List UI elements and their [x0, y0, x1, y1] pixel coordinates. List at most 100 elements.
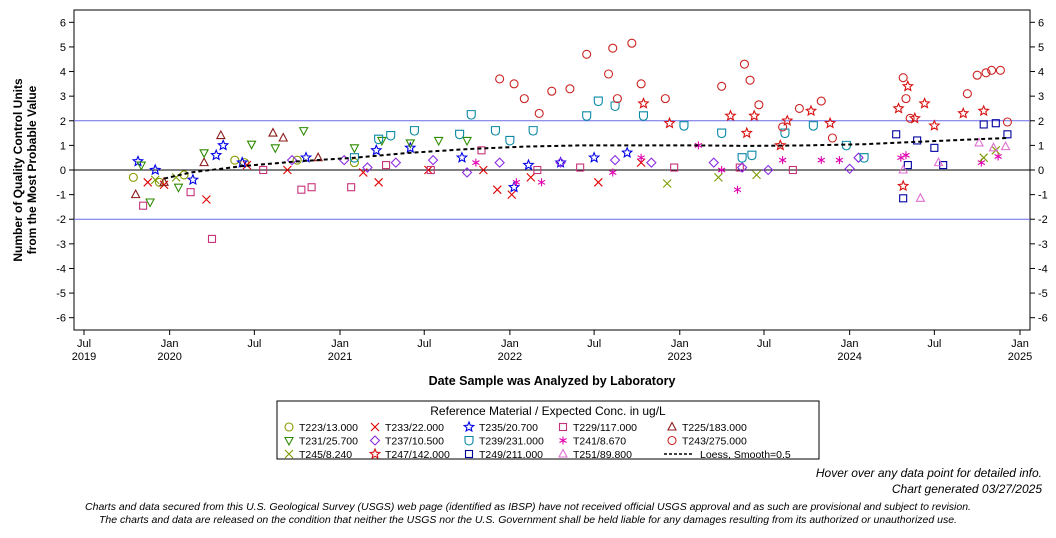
- data-point: [892, 102, 905, 114]
- data-point: [670, 163, 679, 172]
- data-point: [582, 49, 592, 59]
- data-point: [724, 109, 737, 122]
- y-tick-label-right: -1: [1038, 190, 1048, 202]
- data-point: [582, 111, 592, 121]
- data-point: [199, 156, 210, 167]
- data-point: [898, 164, 909, 174]
- data-point: [991, 119, 1000, 128]
- data-point: [382, 161, 391, 170]
- x-tick-year-label: 2019: [72, 351, 96, 363]
- data-point: [745, 75, 755, 85]
- data-point: [1002, 117, 1012, 127]
- data-point: [609, 154, 621, 166]
- data-point: [462, 136, 472, 147]
- data-point: [186, 173, 200, 186]
- data-point: [455, 151, 469, 163]
- data-point: [143, 177, 153, 187]
- data-point: [762, 164, 774, 176]
- data-point: [522, 158, 535, 171]
- y-tick-label-right: -3: [1038, 239, 1048, 251]
- y-tick-label-right: -6: [1038, 313, 1048, 325]
- data-point: [717, 128, 727, 139]
- legend-label: T231/25.700: [299, 436, 358, 448]
- data-point: [988, 142, 999, 152]
- data-point: [154, 177, 164, 187]
- y-tick-label: 2: [60, 116, 66, 128]
- data-point: [637, 153, 645, 162]
- data-point: [604, 69, 614, 79]
- data-point: [662, 179, 672, 188]
- data-point: [794, 103, 804, 114]
- y-tick-label: -5: [56, 288, 66, 300]
- data-point: [733, 185, 742, 194]
- data-point: [404, 141, 417, 154]
- y-axis-label: from the Most Probable Value: [25, 85, 39, 254]
- disclaimer-line-1: Charts and data secured from this U.S. G…: [85, 501, 971, 513]
- y-tick-label: 1: [60, 140, 66, 152]
- data-point: [892, 130, 901, 139]
- data-point: [236, 156, 249, 168]
- legend-label: T243/275.000: [682, 436, 747, 448]
- data-point: [338, 154, 350, 166]
- data-point: [844, 163, 855, 175]
- data-point: [899, 194, 908, 203]
- data-point: [804, 104, 818, 117]
- y-tick-label-right: 0: [1038, 165, 1044, 177]
- trend-line: [163, 137, 1008, 180]
- legend-label: T223/13.000: [299, 422, 358, 434]
- data-point: [747, 150, 757, 161]
- legend-marker: [559, 436, 567, 445]
- data-point: [136, 161, 147, 171]
- data-point: [526, 172, 536, 182]
- data-point: [778, 156, 787, 165]
- data-point: [740, 126, 753, 139]
- legend-label: T233/22.000: [385, 422, 444, 434]
- data-point: [827, 133, 837, 143]
- data-point: [576, 163, 585, 172]
- x-tick-label: Jan: [841, 338, 859, 350]
- y-tick-label: -6: [56, 313, 66, 325]
- data-point: [534, 108, 544, 118]
- data-point: [376, 136, 387, 147]
- data-point: [913, 136, 922, 145]
- legend-label: T239/231.000: [479, 436, 544, 448]
- data-point: [555, 157, 566, 168]
- legend-label: Loess, Smooth=0.5: [700, 449, 791, 461]
- data-point: [636, 158, 646, 168]
- data-point: [979, 153, 989, 163]
- data-point: [897, 179, 910, 192]
- x-tick-label: Jan: [161, 338, 179, 350]
- data-point: [816, 96, 826, 106]
- data-point: [217, 138, 230, 151]
- data-point: [507, 190, 517, 200]
- data-point: [593, 96, 603, 107]
- y-tick-label-right: 2: [1038, 116, 1044, 128]
- legend-label: T229/117.000: [573, 422, 637, 434]
- data-point: [494, 157, 505, 168]
- legend-label: T247/142.000: [385, 449, 450, 461]
- data-point: [608, 43, 618, 53]
- data-point: [608, 168, 617, 177]
- data-point: [660, 94, 670, 104]
- data-point: [930, 143, 939, 152]
- data-point: [478, 165, 488, 175]
- data-point: [915, 192, 926, 202]
- data-point: [778, 122, 788, 132]
- data-point: [426, 165, 435, 175]
- data-point: [374, 134, 384, 145]
- x-tick-label: Jul: [587, 338, 601, 350]
- data-point: [636, 79, 646, 89]
- data-point: [386, 130, 396, 141]
- data-point: [694, 141, 703, 150]
- legend-label: T235/20.700: [479, 422, 538, 434]
- legend-label: T237/10.500: [385, 436, 444, 448]
- data-point: [283, 165, 292, 175]
- data-point: [994, 152, 1002, 161]
- data-point: [781, 114, 794, 126]
- legend-marker: [464, 435, 474, 446]
- data-point: [466, 110, 476, 120]
- data-point: [349, 153, 359, 163]
- data-point: [145, 198, 156, 208]
- y-tick-label: 6: [60, 17, 66, 29]
- data-point: [207, 234, 217, 243]
